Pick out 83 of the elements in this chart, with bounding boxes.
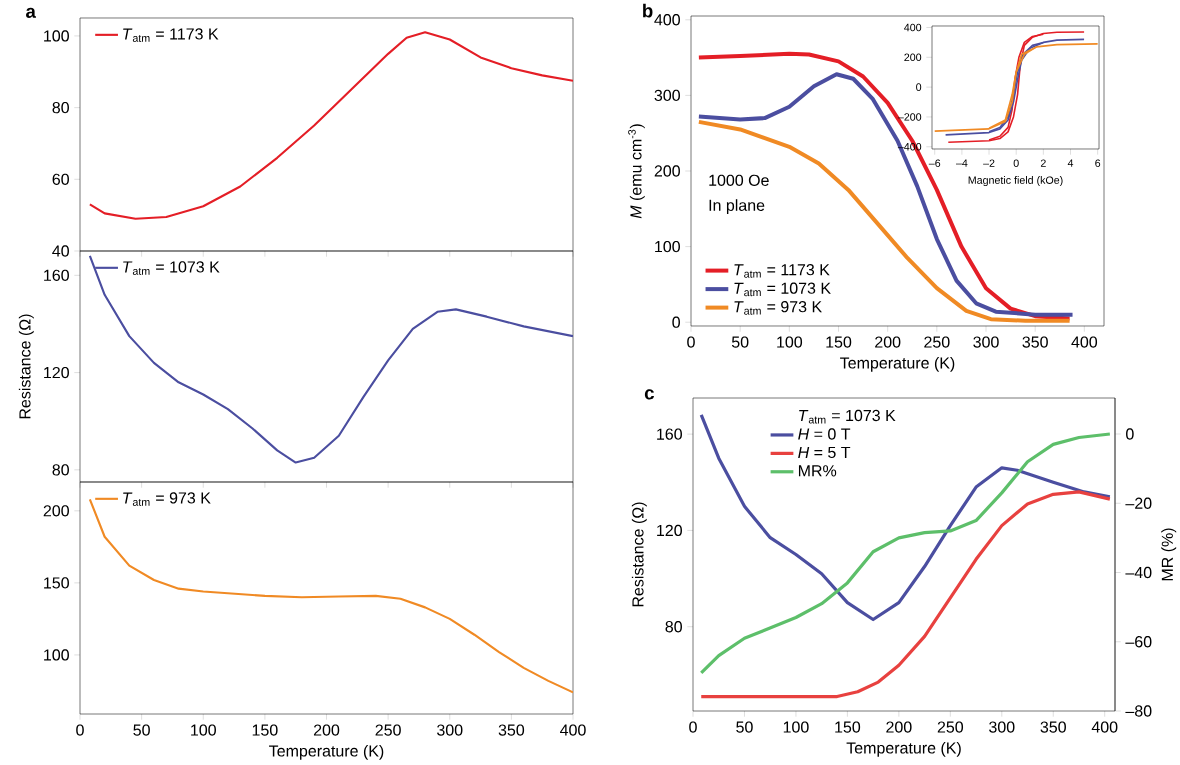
x-axis-title: Magnetic field (kOe) <box>968 176 1063 187</box>
y-tick-label: 100 <box>44 30 69 42</box>
x-tick-label: 100 <box>777 336 803 348</box>
y-tick-label: 0 <box>916 83 922 91</box>
x-axis-title: Temperature (K) <box>269 744 384 760</box>
legend-label: T$_{atm}$ = 973 K <box>123 492 211 506</box>
y-tick-label: 100 <box>655 240 680 253</box>
x-tick-label: 100 <box>191 724 216 736</box>
y-tick-label: 100 <box>44 649 69 661</box>
x-tick-label: 300 <box>973 336 999 348</box>
x-tick-label: 6 <box>1095 159 1101 167</box>
legend-label: T$_{atm}$ = 1073 K <box>734 282 831 297</box>
x-tick-label: 350 <box>1040 721 1066 733</box>
legend-label: T$_{atm}$ = 1173 K <box>734 264 830 278</box>
x-tick-label: 150 <box>252 724 278 736</box>
y-tick-label: 120 <box>657 524 682 537</box>
y-axis-title: Resistance (Ω) <box>631 502 647 607</box>
x-tick-label: 0 <box>689 721 697 733</box>
x-tick-label: 350 <box>1022 336 1048 348</box>
text: b <box>643 3 653 18</box>
y2-tick-label: –80 <box>1125 705 1152 717</box>
x-tick-label: 300 <box>989 721 1015 733</box>
text: c <box>644 389 654 400</box>
y-tick-label: –200 <box>897 113 922 121</box>
y-tick-label: 200 <box>43 505 69 517</box>
y-tick-label: 80 <box>52 464 69 476</box>
x-tick-label: 250 <box>937 721 964 733</box>
y2-tick-label: 0 <box>1126 428 1134 440</box>
y-tick-label: 60 <box>52 173 69 185</box>
y-tick-label: 160 <box>44 269 69 281</box>
x-tick-label: 100 <box>783 721 809 733</box>
x-tick-label: –4 <box>955 159 968 167</box>
y-axis-title: M (emu cm$^{-3}$) <box>628 124 645 219</box>
x-tick-label: 0 <box>1013 159 1019 167</box>
x-tick-label: 50 <box>133 724 150 736</box>
x-tick-label: –6 <box>928 159 941 167</box>
y-tick-label: 400 <box>904 23 922 32</box>
x-tick-label: 400 <box>560 724 586 736</box>
legend-label: T$_{atm}$ = 1173 K <box>123 28 219 42</box>
y2-tick-label: –20 <box>1125 497 1152 509</box>
y-tick-label: 80 <box>52 101 69 114</box>
x-tick-label: 250 <box>924 336 950 348</box>
x-axis-title: Temperature (K) <box>840 356 955 372</box>
x-tick-label: 50 <box>731 336 749 348</box>
y-tick-label: 150 <box>44 577 69 589</box>
y2-tick-label: –40 <box>1125 566 1152 579</box>
x-tick-label: 0 <box>687 336 695 348</box>
x-tick-label: 2 <box>1040 159 1046 167</box>
y-tick-label: 0 <box>672 316 680 328</box>
x-tick-label: –2 <box>983 159 995 167</box>
y2-axis-title: MR (%) <box>1161 528 1177 581</box>
legend-label: T$_{atm}$ = 973 K <box>734 301 822 315</box>
text: a <box>26 7 36 18</box>
y-axis-title: Resistance (Ω) <box>18 314 34 419</box>
y-tick-label: 200 <box>904 53 922 62</box>
y2-tick-label: –60 <box>1125 636 1152 648</box>
annotation: In plane <box>709 199 765 215</box>
x-tick-label: 50 <box>736 721 753 733</box>
x-tick-label: 4 <box>1067 159 1074 167</box>
y-tick-label: 160 <box>657 428 682 440</box>
legend-label: H = 0 T <box>798 428 851 440</box>
x-tick-label: 300 <box>437 724 463 736</box>
x-tick-label: 200 <box>875 336 901 348</box>
x-tick-label: 150 <box>835 721 861 733</box>
legend-label: T$_{atm}$ = 1073 K <box>123 261 220 275</box>
y-tick-label: 400 <box>654 14 680 26</box>
x-tick-label: 400 <box>1071 336 1098 348</box>
x-tick-label: 250 <box>375 724 401 736</box>
x-tick-label: 200 <box>886 721 912 733</box>
x-axis-title: Temperature (K) <box>846 741 961 757</box>
annotation: 1000 Oe <box>709 174 769 186</box>
y-tick-label: 40 <box>52 245 69 257</box>
x-tick-label: 350 <box>498 724 525 736</box>
x-tick-label: 150 <box>826 336 852 348</box>
x-tick-label: 0 <box>76 724 84 736</box>
y-tick-label: 80 <box>665 621 682 633</box>
legend-label: MR% <box>798 465 837 477</box>
legend-label: H = 5 T <box>798 446 851 459</box>
y-tick-label: 120 <box>44 366 69 379</box>
x-tick-label: 400 <box>1091 721 1118 733</box>
x-tick-label: 200 <box>313 724 340 736</box>
y-tick-label: 300 <box>654 89 680 102</box>
legend-title: T$_{atm}$ = 1073 K <box>799 409 896 424</box>
